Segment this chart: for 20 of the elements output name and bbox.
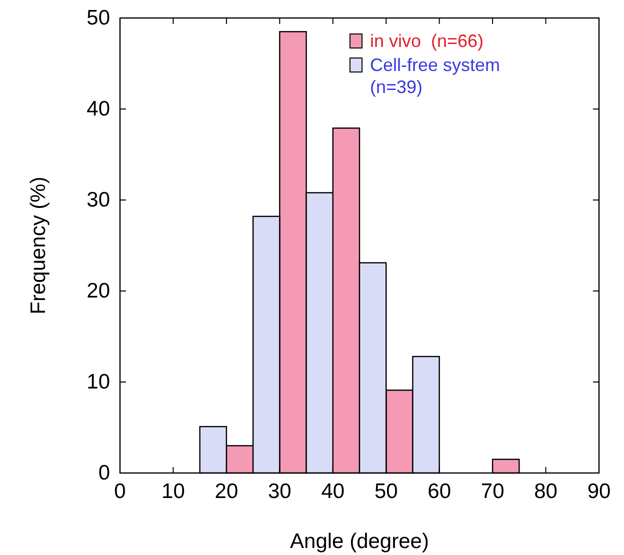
y-tick-label: 50 <box>86 6 110 30</box>
x-tick-label: 0 <box>114 480 126 503</box>
y-tick-label: 10 <box>86 370 110 394</box>
x-tick-label: 10 <box>162 480 185 503</box>
legend-label: in vivo (n=66) <box>370 31 484 51</box>
y-tick-label: 40 <box>86 98 110 121</box>
x-tick-label: 80 <box>534 480 558 503</box>
y-axis-title: Frequency (%) <box>27 176 50 314</box>
y-tick-label: 0 <box>98 462 110 485</box>
x-axis-title: Angle (degree) <box>290 530 429 553</box>
y-tick-label: 30 <box>86 188 110 212</box>
legend-label: Cell-free system (n=39) <box>370 55 500 97</box>
x-tick-label: 50 <box>374 480 398 503</box>
y-tick-label: 20 <box>86 280 110 303</box>
x-tick-label: 90 <box>587 480 611 503</box>
x-tick-label: 60 <box>428 480 452 503</box>
x-tick-label: 20 <box>214 480 238 503</box>
x-tick-label: 70 <box>480 480 504 503</box>
x-tick-label: 40 <box>321 480 345 503</box>
x-tick-label: 30 <box>268 480 292 503</box>
